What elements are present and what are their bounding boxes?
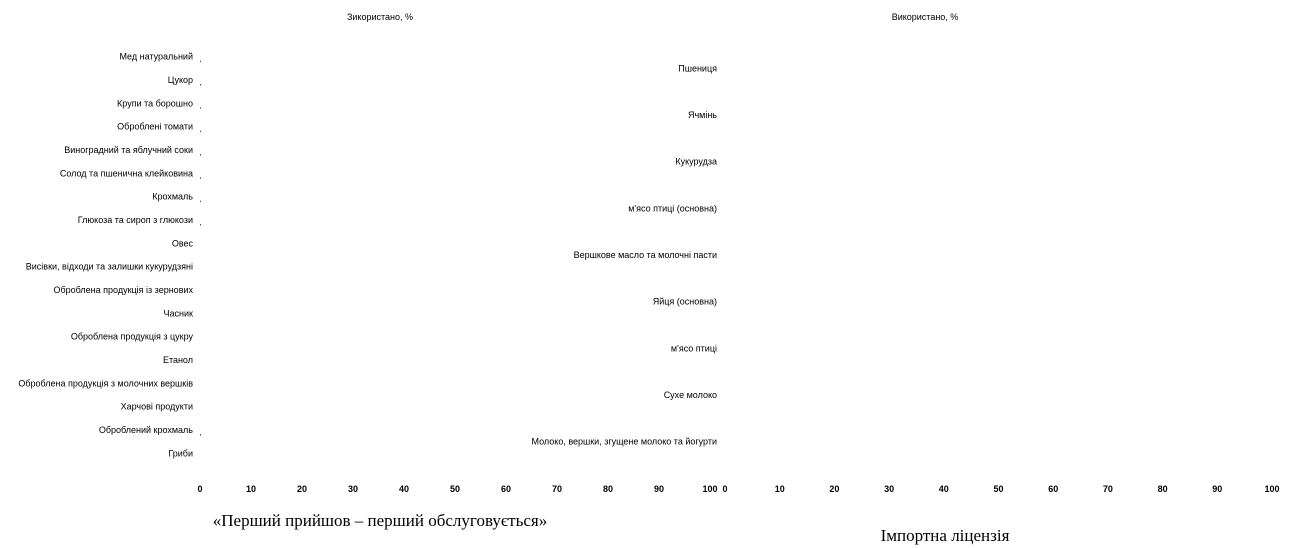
chart-0-bar	[200, 200, 202, 203]
chart-0-category-label: Харчові продукти	[121, 402, 193, 412]
chart-0-category-label: Виноградний та яблучний соки	[64, 145, 193, 155]
chart-1-category-label: Яйця (основна)	[653, 297, 717, 307]
chart-0-tick-label: 60	[501, 484, 511, 494]
chart-1-tick-label: 100	[1264, 484, 1279, 494]
chart-1-tick-label: 60	[1048, 484, 1058, 494]
chart-0-category-label: Оброблена продукція з цукру	[71, 332, 194, 342]
chart-0-category-label: Гриби	[168, 448, 193, 458]
chart-0-category-label: Крохмаль	[152, 192, 193, 202]
chart-0-bar	[200, 434, 202, 436]
chart-1-tick-label: 30	[884, 484, 894, 494]
chart-0-tick-label: 50	[450, 484, 460, 494]
chart-0-category-label: Оброблена продукція із зернових	[54, 285, 194, 295]
chart-1-category-label: Молоко, вершки, згущене молоко та йогурт…	[532, 437, 717, 447]
chart-0-bar	[200, 130, 202, 133]
chart-0-category-label: Етанол	[163, 355, 193, 365]
chart-0-tick-label: 100	[702, 484, 717, 494]
chart-1-category-label: Пшениця	[678, 63, 717, 73]
chart-1-tick-label: 80	[1158, 484, 1168, 494]
chart-0-tick-label: 0	[197, 484, 202, 494]
chart-0-category-label: Часник	[164, 308, 194, 318]
chart-0-bar	[200, 84, 202, 86]
chart-1-tick-label: 70	[1103, 484, 1113, 494]
chart-1-tick-label: 90	[1212, 484, 1222, 494]
chart-0-bar	[200, 107, 202, 109]
chart-0-tick-label: 80	[603, 484, 613, 494]
chart-1-tick-label: 50	[993, 484, 1003, 494]
chart-0-bar	[200, 154, 202, 156]
right-chart-panel: Використано, % Пшениця Ячмінь Кукурудза м'яс…	[532, 12, 1280, 545]
chart-1-title: Використано, %	[892, 12, 959, 22]
chart-0-category-label: Овес	[172, 238, 194, 248]
chart-0-category-label: Цукор	[168, 75, 193, 85]
chart-0-tick-label: 90	[654, 484, 664, 494]
chart-0-tick-label: 10	[246, 484, 256, 494]
chart-0-tick-label: 20	[297, 484, 307, 494]
chart-1-tick-label: 20	[829, 484, 839, 494]
chart-1-category-label: Кукурудза	[675, 157, 717, 167]
chart-0-bar	[200, 60, 202, 63]
chart-1-tick-label: 0	[722, 484, 727, 494]
chart-1-category-label: Ячмінь	[688, 110, 717, 120]
chart-1-tick-label: 40	[939, 484, 949, 494]
chart-0-bar	[200, 224, 202, 226]
chart-1-category-label: м'ясо птиці	[671, 343, 717, 353]
chart-0-category-label: Оброблена продукція з молочних вершків	[18, 378, 193, 388]
chart-0-tick-label: 30	[348, 484, 358, 494]
chart-0-tick-label: 70	[552, 484, 562, 494]
chart-0-category-label: Оброблені томати	[117, 122, 193, 132]
chart-1-tick-label: 10	[775, 484, 785, 494]
chart-1-category-label: Вершкове масло та молочні пасти	[574, 250, 717, 260]
chart-0-title: Зикористано, %	[347, 12, 413, 22]
chart-0-category-label: Крупи та борошно	[117, 98, 193, 108]
chart-0-category-label: Висівки, відходи та залишки кукурудзяні	[26, 262, 193, 272]
chart-1-category-label: м'ясо птиці (основна)	[628, 203, 717, 213]
left-chart-panel: Зикористано, % Мед натуральний Цукор Крупи …	[18, 12, 717, 530]
chart-0-caption: «Перший прийшов – перший обслуговується»	[213, 511, 547, 530]
chart-1-category-label: Сухе молоко	[664, 390, 717, 400]
chart-0-category-label: Глюкоза та сироп з глюкози	[78, 215, 193, 225]
chart-0-bar	[200, 177, 202, 179]
chart-1-caption: Імпортна ліцензія	[881, 526, 1010, 545]
chart-0-category-label: Мед натуральний	[119, 52, 193, 62]
chart-0-category-label: Оброблений крохмаль	[99, 425, 193, 435]
chart-0-tick-label: 40	[399, 484, 409, 494]
chart-0-category-label: Солод та пшенична клейковина	[60, 168, 193, 178]
